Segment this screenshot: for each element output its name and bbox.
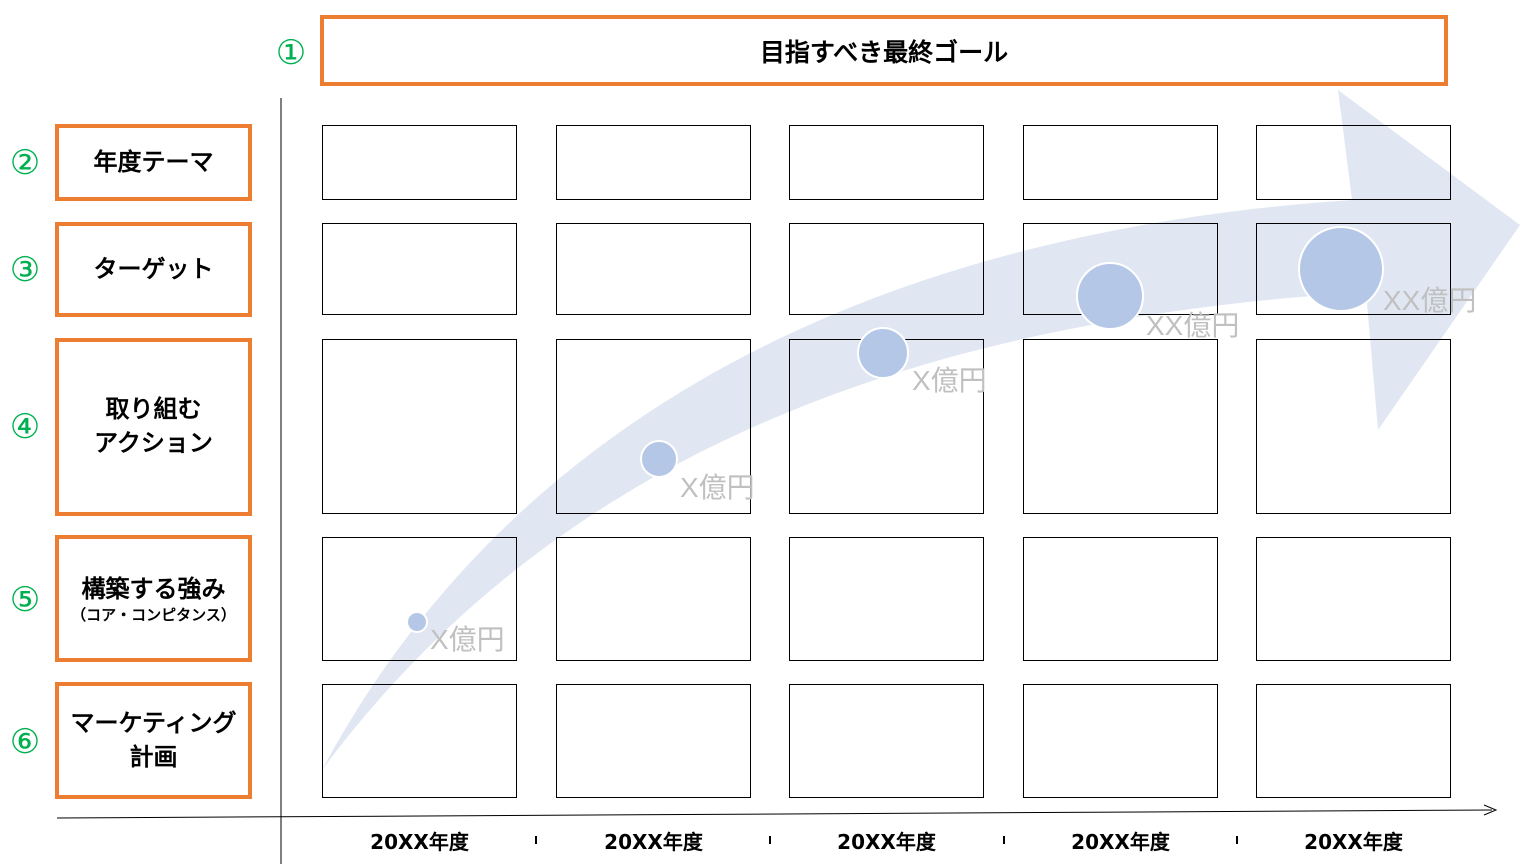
cell-action-year-1 (322, 339, 517, 514)
row-label-marketing: マーケティング 計画 (55, 682, 252, 799)
cell-theme-year-2 (556, 125, 751, 200)
row-number-action: ④ (9, 407, 41, 447)
cell-theme-year-1 (322, 125, 517, 200)
cell-strength-year-4 (1023, 537, 1218, 661)
row-label-theme: 年度テーマ (55, 124, 252, 201)
year-label: 20XX年度 (604, 830, 703, 854)
milestone-bubble (406, 611, 428, 633)
row-label-strength-text: 構築する強み (81, 574, 226, 603)
milestone-bubble (640, 440, 678, 478)
row-label-action-text: 取り組む アクション (94, 395, 213, 457)
growth-arrow (322, 90, 1520, 770)
row-number-theme: ② (9, 143, 41, 183)
goal-number: ① (275, 33, 307, 73)
milestone-value-label: X億円 (912, 365, 987, 396)
year-tick (1003, 836, 1005, 844)
row-label-theme-text: 年度テーマ (93, 147, 214, 176)
row-label-action: 取り組む アクション (55, 338, 252, 516)
cell-target-year-3 (789, 223, 984, 315)
cell-strength-year-5 (1256, 537, 1451, 661)
row-number-target: ③ (9, 250, 41, 290)
cell-target-year-1 (322, 223, 517, 315)
row-number-marketing: ⑥ (9, 722, 41, 762)
milestone-value-label: X億円 (430, 624, 505, 655)
milestone-bubble (1298, 226, 1384, 312)
year-label: 20XX年度 (837, 830, 936, 854)
cell-marketing-year-4 (1023, 684, 1218, 798)
row-label-marketing-text: マーケティング 計画 (70, 708, 237, 771)
cell-marketing-year-1 (322, 684, 517, 798)
milestone-value-label: X億円 (680, 472, 755, 503)
cell-theme-year-5 (1256, 125, 1451, 200)
cell-strength-year-3 (789, 537, 984, 661)
horizontal-axis-arrowhead (1483, 804, 1498, 816)
milestone-value-label: XX億円 (1146, 310, 1240, 341)
cell-strength-year-1 (322, 537, 517, 661)
milestone-bubble (1076, 262, 1144, 330)
year-label: 20XX年度 (1071, 830, 1170, 854)
year-label: 20XX年度 (1304, 830, 1403, 854)
cell-marketing-year-5 (1256, 684, 1451, 798)
row-label-strength: 構築する強み （コア・コンピタンス） (55, 535, 252, 662)
year-tick (769, 836, 771, 844)
horizontal-axis (56, 809, 1493, 819)
year-tick (1236, 836, 1238, 844)
row-label-strength-sub: （コア・コンピタンス） (71, 606, 236, 625)
cell-marketing-year-3 (789, 684, 984, 798)
cell-action-year-2 (556, 339, 751, 514)
cell-marketing-year-2 (556, 684, 751, 798)
cell-action-year-4 (1023, 339, 1218, 514)
cell-theme-year-4 (1023, 125, 1218, 200)
year-label: 20XX年度 (370, 830, 469, 854)
cell-target-year-5 (1256, 223, 1451, 315)
row-label-target: ターゲット (55, 222, 252, 317)
cell-theme-year-3 (789, 125, 984, 200)
goal-box: 目指すべき最終ゴール (320, 15, 1448, 86)
row-number-strength: ⑤ (9, 580, 41, 620)
milestone-value-label: XX億円 (1383, 285, 1477, 316)
cell-action-year-5 (1256, 339, 1451, 514)
milestone-bubble (857, 327, 909, 379)
cell-target-year-2 (556, 223, 751, 315)
year-tick (535, 836, 537, 844)
cell-strength-year-2 (556, 537, 751, 661)
row-label-target-text: ターゲット (93, 254, 214, 283)
